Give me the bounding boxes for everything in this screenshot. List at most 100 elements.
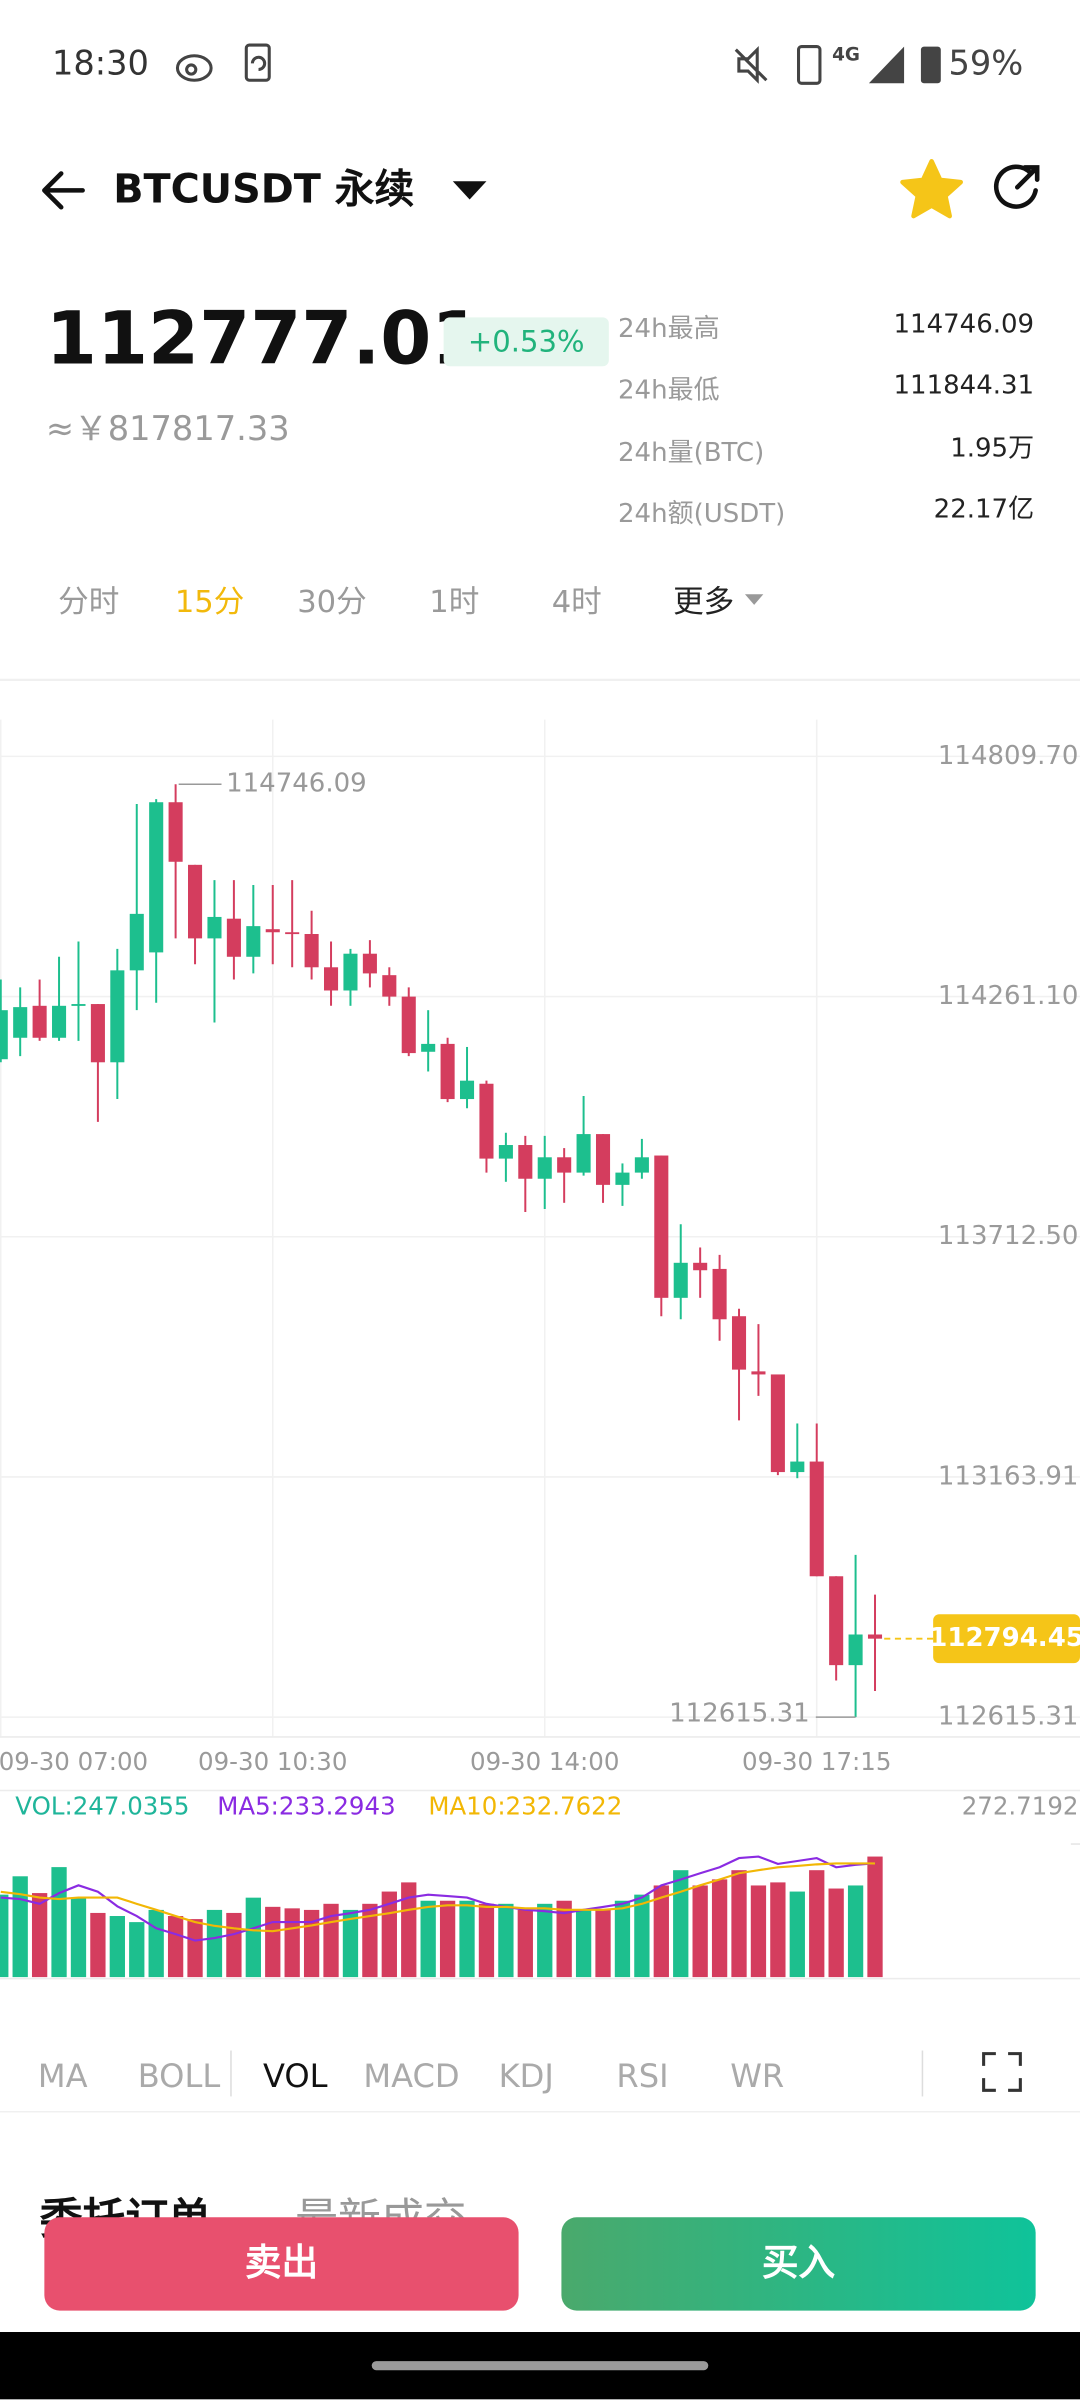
volume-bar bbox=[711, 1879, 728, 1978]
favorite-star[interactable] bbox=[900, 159, 963, 219]
y-tick-label: 112615.31 bbox=[938, 1702, 1079, 1732]
candle-body bbox=[518, 1145, 533, 1179]
stat-label: 24h量(BTC) bbox=[618, 438, 764, 468]
candle-body bbox=[421, 1043, 436, 1052]
volume-bar bbox=[809, 1870, 825, 1978]
volume-bar bbox=[187, 1919, 203, 1978]
interval-tab[interactable]: 分时 bbox=[58, 585, 119, 620]
grid bbox=[0, 719, 1080, 1737]
stats: 24h最高 114746.09 24h最低 111844.31 24h量(BTC) 1.9… bbox=[618, 309, 1034, 529]
indicator-tab[interactable]: RSI bbox=[616, 2057, 668, 2095]
candle-body bbox=[401, 996, 416, 1054]
x-tick-label: 09-30 10:30 bbox=[198, 1747, 347, 1776]
candle-body bbox=[498, 1145, 513, 1159]
indicator-tab[interactable]: VOL bbox=[263, 2057, 328, 2095]
candle-body bbox=[0, 1010, 8, 1060]
legend-entry: VOL:247.0355 bbox=[15, 1791, 189, 1820]
candle-body bbox=[654, 1155, 669, 1298]
candle-body bbox=[149, 802, 164, 953]
volume-bar bbox=[731, 1870, 747, 1978]
indicator-tab[interactable]: WR bbox=[730, 2057, 784, 2095]
volume-bar bbox=[90, 1912, 106, 1978]
home-indicator[interactable] bbox=[371, 2361, 709, 2371]
legend-entry: MA10:232.7622 bbox=[428, 1791, 622, 1820]
back-button[interactable] bbox=[42, 171, 85, 210]
change-percent: +0.53% bbox=[468, 324, 585, 358]
candle-body bbox=[168, 802, 183, 862]
volume-bar bbox=[673, 1870, 689, 1978]
low-annotation: 112615.31 bbox=[669, 1699, 810, 1729]
volume-bar bbox=[459, 1900, 475, 1978]
volume-bar bbox=[653, 1885, 669, 1978]
volume-bar bbox=[614, 1900, 631, 1978]
candle-body bbox=[615, 1172, 630, 1185]
candle-body bbox=[188, 864, 203, 939]
fullscreen-button[interactable] bbox=[982, 2052, 1022, 2092]
volume-bar bbox=[439, 1900, 456, 1978]
interval-tab[interactable]: 1时 bbox=[429, 585, 479, 620]
stat-label: 24h最高 bbox=[618, 314, 720, 344]
candle-body bbox=[479, 1083, 494, 1159]
volume-chart: 272.7192 VOL:247.0355 MA5:233.2943 MA10:232… bbox=[0, 1791, 1080, 1978]
high-annotation: 114746.09 bbox=[226, 769, 367, 799]
candle-body bbox=[459, 1080, 475, 1100]
status-icons-left bbox=[175, 43, 271, 82]
candle-body bbox=[634, 1157, 649, 1173]
volume-bar bbox=[226, 1912, 242, 1978]
candle-body bbox=[324, 967, 339, 991]
y-tick-label: 113712.50 bbox=[938, 1221, 1079, 1251]
candle-body bbox=[731, 1316, 747, 1370]
stat-value: 111844.31 bbox=[893, 371, 1034, 401]
volume-bar bbox=[109, 1916, 125, 1978]
volume-bar bbox=[206, 1909, 223, 1978]
candle-body bbox=[226, 918, 241, 957]
candle-body bbox=[576, 1134, 591, 1173]
candle-body bbox=[382, 975, 397, 997]
volume-bar bbox=[478, 1903, 495, 1978]
cny-price: ≈￥817817.33 bbox=[46, 409, 290, 448]
sell-button[interactable] bbox=[44, 2217, 519, 2311]
candle-body bbox=[693, 1262, 708, 1271]
legend-entry: MA5:233.2943 bbox=[217, 1791, 395, 1820]
candle-body bbox=[362, 953, 377, 974]
interval-tab[interactable]: 15分 bbox=[175, 585, 245, 620]
indicator-tab[interactable]: KDJ bbox=[499, 2057, 554, 2095]
share-button[interactable] bbox=[993, 164, 1040, 209]
dropdown-caret bbox=[744, 594, 764, 605]
candle-body bbox=[537, 1157, 552, 1179]
ma-line bbox=[0, 1862, 876, 1933]
volume-bar bbox=[420, 1900, 436, 1978]
symbol-dropdown[interactable] bbox=[452, 181, 487, 200]
candle-body bbox=[751, 1371, 766, 1375]
interval-tab[interactable]: 4时 bbox=[552, 585, 602, 620]
volume-bar bbox=[167, 1916, 184, 1978]
x-tick-label: 09-30 17:15 bbox=[742, 1747, 891, 1776]
volume-bar bbox=[498, 1903, 514, 1978]
volume-bar bbox=[129, 1922, 145, 1978]
volume-bar bbox=[362, 1903, 378, 1978]
candle-body bbox=[673, 1262, 688, 1298]
stat-label: 24h额(USDT) bbox=[618, 499, 785, 529]
volume-bar bbox=[401, 1882, 417, 1978]
indicator-tab[interactable]: MACD bbox=[363, 2057, 459, 2095]
candle-body bbox=[829, 1576, 844, 1666]
interval-tab[interactable]: 更多 bbox=[673, 585, 734, 620]
symbol-title[interactable]: BTCUSDT 永续 bbox=[113, 166, 414, 212]
candle-body bbox=[52, 1005, 67, 1038]
volume-bar bbox=[517, 1909, 533, 1978]
y-tick-label: 113163.91 bbox=[938, 1461, 1079, 1491]
indicator-tab[interactable]: MA bbox=[38, 2057, 88, 2095]
candle-body bbox=[207, 916, 222, 939]
candle-body bbox=[557, 1157, 572, 1173]
volume-bar bbox=[634, 1894, 650, 1978]
stat-label: 24h最低 bbox=[618, 375, 720, 405]
status-icons-right: 4G 59% bbox=[734, 43, 1023, 85]
volume-bar bbox=[537, 1903, 553, 1978]
interval-tab[interactable]: 30分 bbox=[297, 585, 367, 620]
volume-bar bbox=[595, 1909, 611, 1978]
indicator-tab[interactable]: BOLL bbox=[138, 2057, 221, 2095]
volume-bar bbox=[750, 1885, 767, 1978]
buy-button[interactable] bbox=[561, 2217, 1036, 2311]
volume-bar bbox=[867, 1856, 883, 1978]
